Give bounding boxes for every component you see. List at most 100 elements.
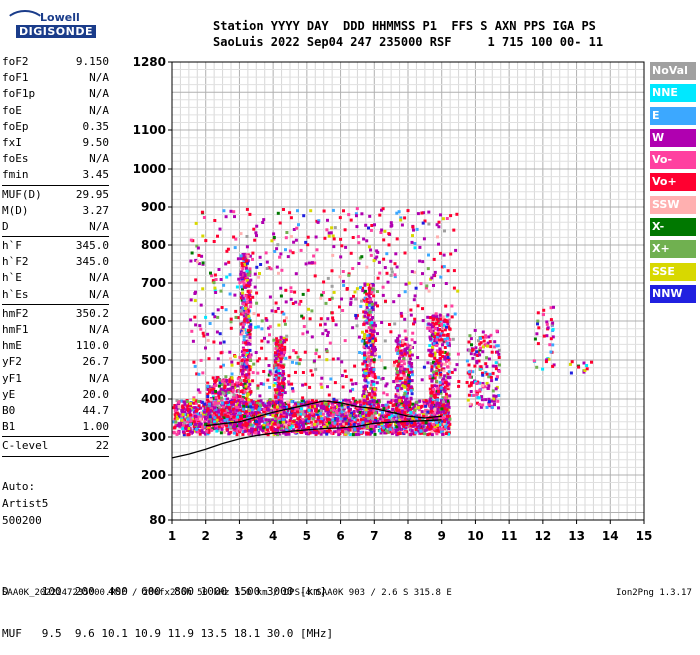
- echo-point: [378, 214, 381, 217]
- echo-point: [385, 404, 388, 407]
- echo-point: [436, 333, 439, 336]
- echo-point: [201, 235, 204, 238]
- echo-point: [443, 265, 446, 268]
- echo-point: [216, 235, 219, 238]
- echo-point: [441, 343, 444, 346]
- echo-point: [251, 411, 254, 414]
- echo-point: [249, 267, 252, 270]
- echo-point: [311, 335, 314, 338]
- echo-point: [230, 361, 233, 364]
- echo-point: [439, 213, 442, 216]
- echo-point: [495, 395, 498, 398]
- echo-point: [192, 398, 195, 401]
- echo-point: [224, 419, 227, 422]
- echo-point: [408, 371, 411, 374]
- echo-point: [478, 403, 481, 406]
- echo-point: [427, 254, 430, 257]
- echo-point: [229, 406, 232, 409]
- echo-point: [420, 282, 423, 285]
- echo-point: [433, 258, 436, 261]
- echo-point: [437, 411, 440, 414]
- echo-point: [356, 324, 359, 327]
- echo-point: [236, 406, 239, 409]
- echo-point: [374, 352, 377, 355]
- echo-point: [470, 382, 473, 385]
- echo-point: [241, 372, 244, 375]
- echo-point: [437, 408, 440, 411]
- echo-point: [285, 231, 288, 234]
- echo-point: [180, 419, 183, 422]
- echo-point: [244, 376, 247, 379]
- echo-point: [210, 398, 213, 401]
- echo-point: [344, 246, 347, 249]
- echo-point: [380, 359, 383, 362]
- echo-point: [396, 266, 399, 269]
- echo-point: [421, 272, 424, 275]
- echo-point: [311, 412, 314, 415]
- echo-point: [570, 372, 573, 375]
- echo-point: [265, 319, 268, 322]
- echo-point: [445, 326, 448, 329]
- echo-point: [349, 301, 352, 304]
- echo-point: [309, 432, 312, 435]
- echo-point: [421, 422, 424, 425]
- echo-point: [396, 237, 399, 240]
- echo-point: [412, 229, 415, 232]
- echo-point: [498, 356, 501, 359]
- echo-point: [493, 403, 496, 406]
- echo-point: [178, 422, 181, 425]
- echo-point: [281, 365, 284, 368]
- echo-point: [200, 304, 203, 307]
- echo-point: [442, 416, 445, 419]
- echo-point: [434, 271, 437, 274]
- echo-point: [371, 291, 374, 294]
- echo-point: [255, 292, 258, 295]
- echo-point: [263, 337, 266, 340]
- echo-point: [409, 411, 412, 414]
- echo-point: [369, 368, 372, 371]
- echo-point: [384, 366, 387, 369]
- echo-point: [322, 291, 325, 294]
- echo-point: [271, 309, 274, 312]
- echo-point: [366, 364, 369, 367]
- echo-point: [365, 298, 368, 301]
- echo-point: [455, 213, 458, 216]
- echo-point: [370, 254, 373, 257]
- echo-point: [420, 212, 423, 215]
- echo-point: [229, 293, 232, 296]
- echo-point: [252, 401, 255, 404]
- echo-point: [215, 396, 218, 399]
- echo-point: [369, 329, 372, 332]
- echo-point: [537, 342, 540, 345]
- echo-point: [414, 294, 417, 297]
- echo-point: [232, 210, 235, 213]
- echo-point: [444, 305, 447, 308]
- echo-point: [313, 423, 316, 426]
- echo-point: [206, 408, 209, 411]
- echo-point: [218, 385, 221, 388]
- echo-point: [220, 290, 223, 293]
- echo-point: [248, 271, 251, 274]
- echo-point: [341, 413, 344, 416]
- echo-point: [434, 363, 437, 366]
- echo-point: [331, 285, 334, 288]
- echo-point: [273, 405, 276, 408]
- echo-point: [248, 420, 251, 423]
- echo-point: [429, 316, 432, 319]
- echo-point: [274, 310, 277, 313]
- echo-point: [240, 310, 243, 313]
- echo-point: [242, 369, 245, 372]
- echo-point: [229, 357, 232, 360]
- echo-point: [254, 432, 257, 435]
- echo-point: [215, 430, 218, 433]
- echo-point: [248, 213, 251, 216]
- echo-point: [388, 323, 391, 326]
- echo-point: [236, 416, 239, 419]
- echo-point: [368, 393, 371, 396]
- echo-point: [287, 380, 290, 383]
- echo-point: [350, 219, 353, 222]
- echo-point: [280, 295, 283, 298]
- echo-point: [431, 346, 434, 349]
- echo-point: [374, 433, 377, 436]
- echo-point: [226, 388, 229, 391]
